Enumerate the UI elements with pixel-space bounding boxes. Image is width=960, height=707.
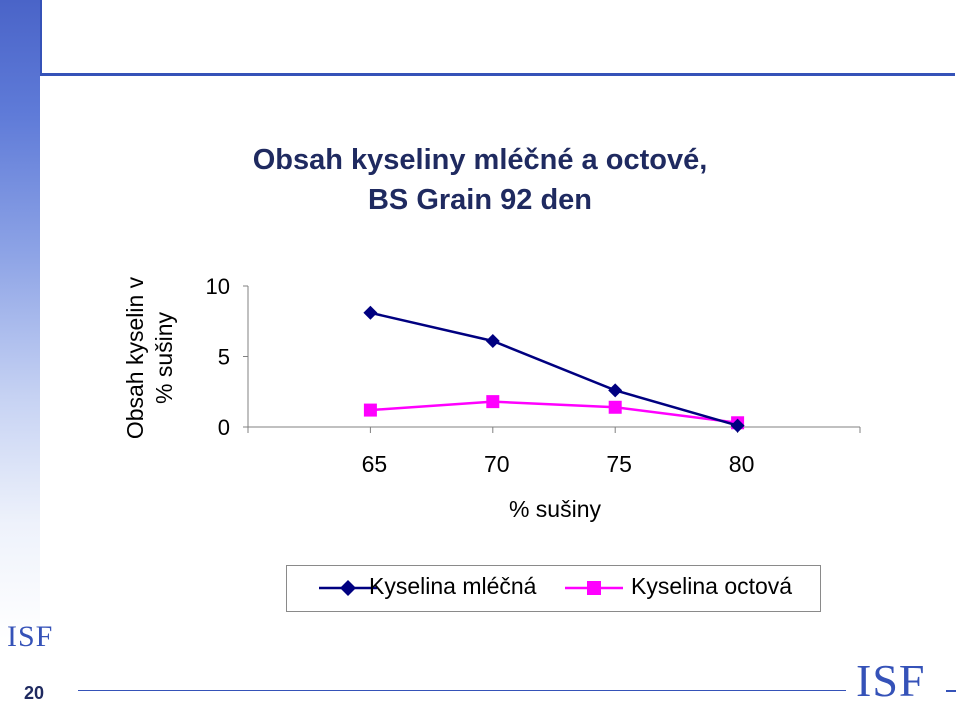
y-tick-label: 5: [218, 345, 230, 370]
x-tick-label: 70: [484, 451, 510, 477]
legend-label-acetic: Kyselina octová: [631, 573, 793, 599]
series-line-lactic: [370, 311, 738, 427]
data-point-lactic: [485, 333, 500, 348]
left-gradient-band: [0, 0, 40, 640]
legend-marker-diamond: [319, 580, 377, 596]
data-point-acetic: [486, 395, 500, 409]
title-line-2: BS Grain 92 den: [367, 184, 592, 216]
bottom-rule: [78, 690, 846, 691]
logo-dash: [946, 690, 956, 692]
band-stripe: [40, 0, 42, 76]
chart-legend: Kyselina mléčná Kyselina octová: [286, 565, 821, 612]
data-point-lactic: [730, 418, 745, 433]
title-line-1: Obsah kyseliny mléčné a octové,: [252, 144, 708, 176]
legend-marker-square: [565, 581, 623, 595]
isf-logo-left: ISF: [7, 620, 54, 653]
data-point-lactic: [363, 305, 378, 320]
slide-title: Obsah kyseliny mléčné a octové, BS Grain…: [120, 140, 840, 220]
x-tick-label: 75: [606, 451, 632, 477]
data-point-lactic: [608, 383, 623, 398]
data-point-acetic: [608, 400, 622, 414]
x-axis-title: % sušiny: [508, 496, 602, 522]
y-tick-label: 10: [206, 274, 230, 299]
y-tick-label: 0: [218, 415, 230, 440]
series-line-acetic: [370, 400, 738, 425]
isf-logo-right: ISF: [856, 655, 926, 706]
page-number: 20: [24, 683, 45, 703]
x-tick-label: 65: [362, 451, 388, 477]
x-tick-label: 80: [729, 451, 755, 477]
data-point-acetic: [363, 403, 377, 417]
top-rule: [40, 73, 955, 76]
legend-label-lactic: Kyselina mléčná: [369, 573, 537, 599]
